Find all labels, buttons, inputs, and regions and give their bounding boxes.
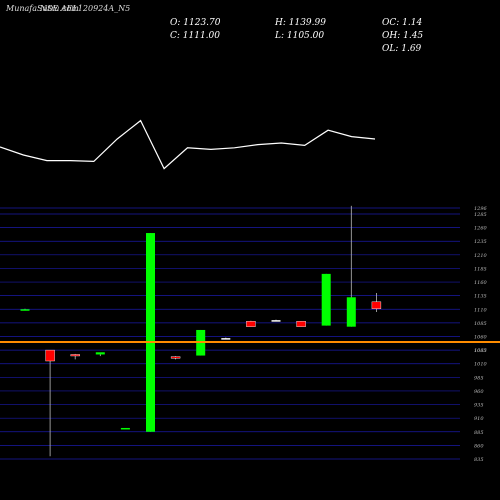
candles: [20, 205, 382, 457]
y-tick-label: 1110: [474, 307, 488, 313]
oc-value: OC: 1.14: [382, 18, 423, 28]
y-tick-label: 1185: [474, 266, 487, 272]
close-value: C: 1111.00: [170, 31, 220, 41]
y-tick-label: 1260: [474, 226, 488, 232]
site-title: MunafaSutra.com: [6, 4, 79, 13]
candle-body: [146, 233, 155, 432]
y-tick-label: 1235: [474, 239, 487, 245]
y-tick-label: 960: [474, 389, 484, 395]
candle-body: [371, 301, 382, 309]
oh-value: OH: 1.45: [382, 31, 424, 41]
ol-value: OL: 1.69: [382, 44, 422, 54]
grid-lines: [0, 207, 460, 460]
candle-body: [45, 349, 55, 362]
open-value: O: 1123.70: [170, 18, 221, 28]
candle-body: [246, 321, 256, 327]
y-tick-label: 1085: [474, 321, 487, 327]
candle-body: [271, 320, 281, 322]
candle-body: [20, 309, 30, 311]
candle-body: [170, 356, 181, 359]
candle-body: [296, 321, 306, 327]
low-value: L: 1105.00: [275, 31, 325, 41]
y-tick-label: 860: [474, 443, 484, 449]
candle-body: [70, 354, 80, 357]
support-label: 1063: [474, 348, 487, 354]
y-tick-label: 1160: [474, 280, 488, 286]
symbol-label: NSE AEL120924A_N5: [40, 4, 131, 13]
candle-body: [321, 273, 331, 326]
candle-body: [120, 427, 130, 430]
candle-body: [346, 297, 356, 327]
y-tick-label: 1135: [474, 294, 487, 300]
candle-body: [95, 352, 105, 355]
y-tick-label: 1210: [474, 253, 488, 259]
y-tick-label: 1060: [474, 334, 488, 340]
high-value: H: 1139.99: [275, 18, 326, 28]
y-tick-label: 1285: [474, 212, 487, 218]
y-tick-label: 910: [474, 416, 484, 422]
y-tick-label: 885: [474, 430, 484, 436]
y-tick-label: 985: [474, 375, 484, 381]
y-tick-label: 1010: [474, 362, 488, 368]
candle-body: [221, 338, 231, 340]
volume-line: [0, 119, 376, 170]
y-tick-label: 1296: [474, 206, 488, 212]
y-tick-label: 1035: [474, 348, 487, 354]
y-tick-label: 835: [474, 457, 484, 463]
y-tick-label: 935: [474, 403, 484, 409]
